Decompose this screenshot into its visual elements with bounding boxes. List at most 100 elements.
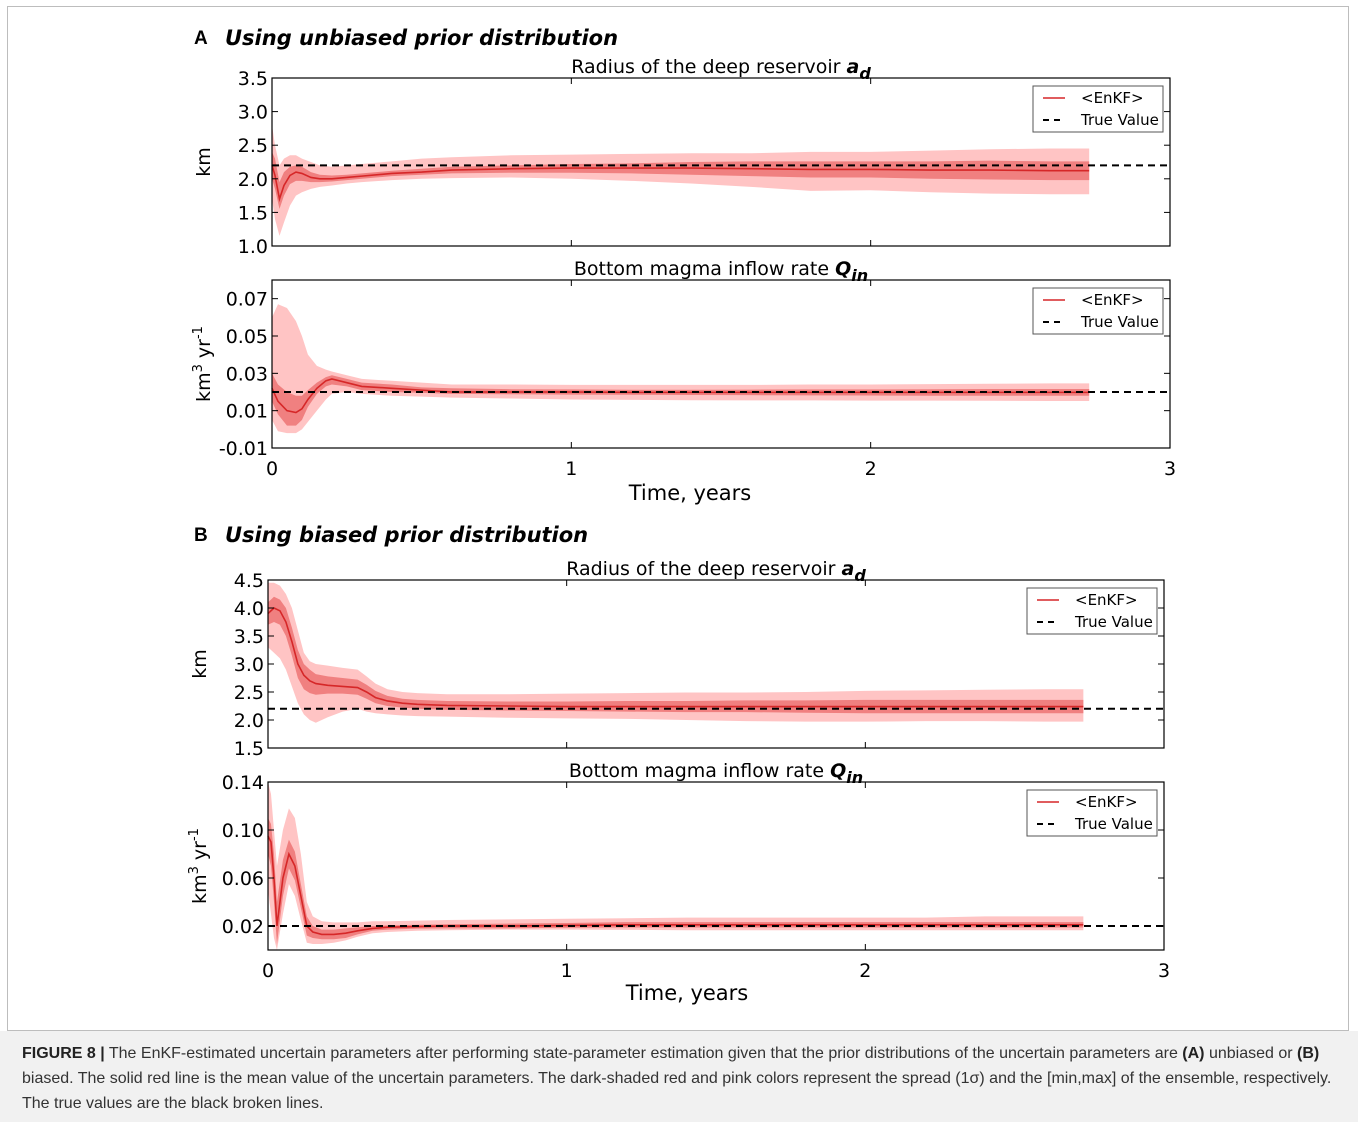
panel-b-title: Using biased prior distribution bbox=[225, 523, 588, 547]
subplot-title-subscript: in bbox=[846, 768, 863, 787]
y-tick-label: 0.06 bbox=[222, 868, 264, 890]
caption-text-2: unbiased or bbox=[1204, 1045, 1298, 1062]
y-axis-label-part: yr bbox=[193, 339, 215, 364]
x-tick-label: 1 bbox=[565, 458, 577, 480]
subplot-title-symbol: a bbox=[842, 558, 855, 580]
y-axis-label-part: 3 bbox=[187, 866, 202, 874]
x-tick-label: 0 bbox=[262, 960, 274, 982]
y-tick-label: 0.07 bbox=[226, 289, 268, 311]
x-tick-label: 3 bbox=[1158, 960, 1170, 982]
x-tick-label: 3 bbox=[1164, 458, 1176, 480]
y-tick-label: 4.5 bbox=[234, 570, 264, 592]
subplot-title-subscript: d bbox=[854, 566, 866, 585]
subplot-title-symbol: a bbox=[847, 56, 860, 78]
caption-b-tag: (B) bbox=[1297, 1045, 1320, 1062]
subplot-title-symbol: Q bbox=[835, 258, 851, 280]
x-tick-label: 2 bbox=[865, 458, 877, 480]
subplot-title-subscript: in bbox=[851, 266, 868, 285]
legend: <EnKF> True Value bbox=[1032, 287, 1164, 335]
y-axis-label: km bbox=[189, 649, 211, 679]
legend-true-label: True Value bbox=[1074, 815, 1153, 833]
figure-caption: FIGURE 8 | The EnKF-estimated uncertain … bbox=[0, 1031, 1358, 1122]
y-tick-label: 2.0 bbox=[234, 710, 264, 732]
subplot-title-text: Radius of the deep reservoir bbox=[571, 56, 846, 78]
y-tick-label: 1.5 bbox=[238, 202, 268, 224]
y-axis-label: km bbox=[193, 147, 215, 177]
y-axis-label-part: 3 bbox=[191, 364, 206, 372]
legend-mean-label: <EnKF> bbox=[1081, 291, 1144, 309]
y-tick-label: 0.01 bbox=[226, 401, 268, 423]
legend-true-label: True Value bbox=[1074, 613, 1153, 631]
sigma-band bbox=[268, 596, 1084, 714]
x-tick-label: 2 bbox=[859, 960, 871, 982]
chart-4: 0 1 2 3 0.02 0.06 0.10 0.14 Bottom magma inflow … bbox=[187, 760, 1170, 982]
figure-canvas: A Using unbiased prior distribution B Us… bbox=[187, 26, 1176, 1005]
legend-box bbox=[1026, 789, 1158, 837]
subplot-title-text: Bottom magma inflow rate bbox=[569, 760, 830, 782]
y-tick-label: 3.5 bbox=[234, 626, 264, 648]
panel-a-title: Using unbiased prior distribution bbox=[225, 26, 618, 50]
y-tick-label: 0.14 bbox=[222, 772, 264, 794]
plot-frame bbox=[271, 279, 1171, 449]
legend-true-label: True Value bbox=[1080, 313, 1159, 331]
panel-a-letter: A bbox=[194, 28, 208, 49]
chart-2: 0 1 2 3 -0.01 0.01 0.03 0.05 0.07 Bottom magma in… bbox=[191, 258, 1176, 480]
y-tick-label: 0.05 bbox=[226, 326, 268, 348]
y-tick-label: 2.5 bbox=[238, 135, 268, 157]
caption-text-1: The EnKF-estimated uncertain parameters … bbox=[104, 1045, 1183, 1062]
figure-frame bbox=[7, 6, 1349, 1031]
x-axis-label-b: Time, years bbox=[625, 981, 749, 1005]
legend: <EnKF> True Value bbox=[1026, 789, 1158, 837]
y-axis-label: km3 yr-1 bbox=[187, 828, 211, 904]
minmax-band bbox=[272, 304, 1090, 434]
mean-line bbox=[267, 607, 1084, 708]
x-tick-label: 1 bbox=[561, 960, 573, 982]
x-tick-label: 0 bbox=[266, 458, 278, 480]
y-axis-label-part: km bbox=[189, 874, 211, 904]
plot-frame bbox=[271, 77, 1171, 247]
legend-box bbox=[1032, 85, 1164, 133]
subplot-title: Bottom magma inflow rate Qin bbox=[574, 258, 868, 285]
sigma-band bbox=[268, 818, 1084, 944]
y-tick-label: 0.10 bbox=[222, 820, 264, 842]
chart-1: 1.0 1.5 2.0 2.5 3.0 3.5 Radius of the deep res… bbox=[193, 56, 1171, 258]
mean-line bbox=[271, 378, 1090, 414]
subplot-title: Radius of the deep reservoir ad bbox=[571, 56, 871, 83]
y-tick-label: 1.5 bbox=[234, 738, 264, 760]
caption-text-3: biased. The solid red line is the mean v… bbox=[22, 1070, 1332, 1112]
y-tick-label: 0.02 bbox=[222, 916, 264, 938]
legend-box bbox=[1032, 287, 1164, 335]
charts-group: 1.0 1.5 2.0 2.5 3.0 3.5 Radius of the deep res… bbox=[187, 56, 1176, 982]
y-tick-label: 1.0 bbox=[238, 236, 268, 258]
y-tick-label: 3.5 bbox=[238, 68, 268, 90]
subplot-title: Bottom magma inflow rate Qin bbox=[569, 760, 863, 787]
panel-b-letter: B bbox=[194, 525, 208, 546]
y-tick-label: 3.0 bbox=[234, 654, 264, 676]
mean-line bbox=[267, 835, 1084, 936]
y-axis-label-part: km bbox=[193, 372, 215, 402]
y-tick-label: 2.0 bbox=[238, 169, 268, 191]
y-axis-label-part: yr bbox=[189, 841, 211, 866]
legend-mean-label: <EnKF> bbox=[1075, 591, 1138, 609]
y-tick-label: 3.0 bbox=[238, 102, 268, 124]
y-axis-label-part: -1 bbox=[191, 326, 206, 339]
legend-box bbox=[1026, 587, 1158, 635]
legend-mean-label: <EnKF> bbox=[1081, 89, 1144, 107]
legend-true-label: True Value bbox=[1080, 111, 1159, 129]
y-axis-label-part: -1 bbox=[187, 828, 202, 841]
y-tick-label: -0.01 bbox=[219, 438, 268, 460]
legend: <EnKF> True Value bbox=[1026, 587, 1158, 635]
y-tick-label: 4.0 bbox=[234, 598, 264, 620]
legend-mean-label: <EnKF> bbox=[1075, 793, 1138, 811]
subplot-title-text: Bottom magma inflow rate bbox=[574, 258, 835, 280]
legend: <EnKF> True Value bbox=[1032, 85, 1164, 133]
caption-a-tag: (A) bbox=[1182, 1045, 1205, 1062]
chart-3: 1.5 2.0 2.5 3.0 3.5 4.0 4.5 Radius of the deep … bbox=[189, 558, 1165, 760]
minmax-band bbox=[272, 125, 1090, 236]
subplot-title: Radius of the deep reservoir ad bbox=[566, 558, 866, 585]
plot-frame bbox=[267, 781, 1165, 951]
y-tick-label: 0.03 bbox=[226, 363, 268, 385]
subplot-title-text: Radius of the deep reservoir bbox=[566, 558, 841, 580]
y-tick-label: 2.5 bbox=[234, 682, 264, 704]
subplot-title-symbol: Q bbox=[830, 760, 846, 782]
